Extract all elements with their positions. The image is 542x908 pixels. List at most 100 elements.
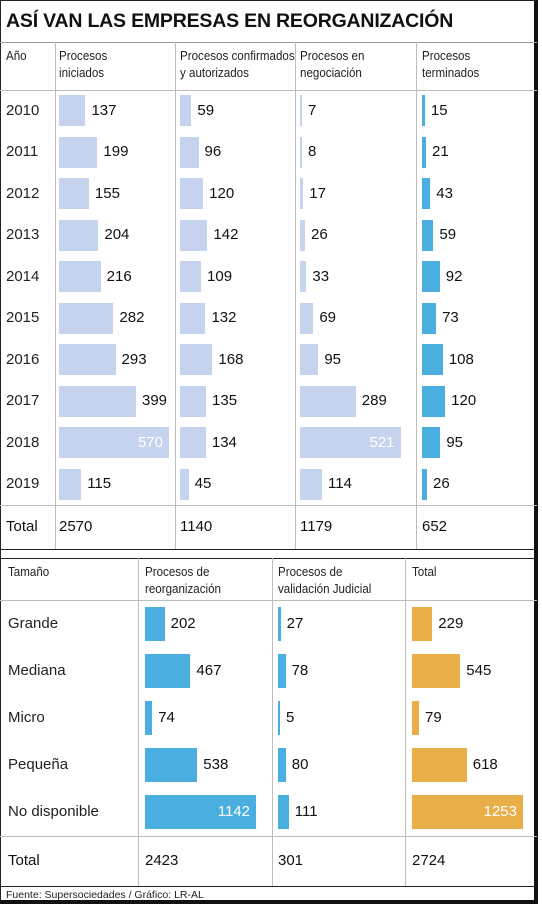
- bar-procesos-de-reorganizacion-grande: [145, 606, 165, 641]
- value-label-procesos-de-reorganizacion-pequena: 538: [203, 756, 229, 774]
- value-label-procesos-terminados-2018: 95: [446, 433, 464, 451]
- bar-procesos-de-validacion-judicial-grande: [278, 606, 281, 641]
- value-label-procesos-confirmados-y-autorizados-2011: 96: [204, 143, 222, 161]
- value-label-procesos-iniciados-2012: 155: [94, 184, 120, 202]
- value-label-procesos-terminados-2011: 21: [432, 143, 449, 161]
- column-header-procesos-en-negociacion: negociación: [300, 66, 362, 80]
- column-divider: [272, 558, 273, 886]
- bar-procesos-iniciados-2015: [59, 302, 114, 334]
- value-label-procesos-en-negociacion-2017: 289: [361, 392, 387, 410]
- column-header-procesos-de-reorganizacion: reorganización: [145, 582, 222, 596]
- bar-procesos-de-reorganizacion-mediana: [145, 653, 191, 688]
- value-label-procesos-de-reorganizacion-no-disponible: 1142: [217, 803, 250, 821]
- total-procesos-de-validacion-judicial: 301: [278, 852, 304, 869]
- bar-procesos-confirmados-y-autorizados-2017: [180, 385, 207, 417]
- row-label-mediana: Mediana: [8, 661, 66, 679]
- column-divider: [175, 42, 176, 549]
- value-label-procesos-confirmados-y-autorizados-2012: 120: [209, 184, 235, 202]
- bar-procesos-en-negociacion-2012: [300, 178, 304, 210]
- column-header-procesos-confirmados-y-autorizados: y autorizados: [180, 66, 249, 80]
- bar-procesos-terminados-2018: [422, 427, 441, 459]
- section-top-rule: [0, 558, 537, 559]
- value-label-procesos-iniciados-2010: 137: [91, 101, 117, 119]
- row-header: Tamaño: [8, 565, 50, 579]
- value-label-procesos-en-negociacion-2016: 95: [324, 350, 342, 368]
- bar-procesos-terminados-2012: [422, 178, 431, 210]
- bar-procesos-en-negociacion-2018: [300, 427, 401, 459]
- column-header-total: Total: [412, 565, 437, 579]
- bar-procesos-terminados-2011: [422, 136, 427, 168]
- total-procesos-iniciados: 2570: [59, 518, 93, 535]
- column-header-procesos-confirmados-y-autorizados: Procesos confirmados: [180, 49, 295, 63]
- total-rule: [0, 836, 537, 837]
- bar-procesos-en-negociacion-2014: [300, 261, 307, 293]
- row-label-2013: 2013: [6, 226, 40, 244]
- section-top-rule: [0, 42, 537, 43]
- row-label-2018: 2018: [6, 433, 40, 451]
- bar-procesos-de-validacion-judicial-pequena: [278, 748, 286, 783]
- value-label-procesos-en-negociacion-2019: 114: [328, 475, 352, 493]
- value-label-procesos-de-validacion-judicial-no-disponible: 111: [294, 803, 318, 821]
- bar-total-no-disponible: [412, 795, 523, 830]
- value-label-total-pequena: 618: [472, 756, 498, 774]
- value-label-procesos-de-validacion-judicial-pequena: 80: [291, 756, 309, 774]
- bar-procesos-en-negociacion-2010: [300, 95, 302, 127]
- value-label-procesos-iniciados-2016: 293: [121, 350, 147, 368]
- row-label-2017: 2017: [6, 392, 40, 410]
- value-label-procesos-de-reorganizacion-micro: 74: [158, 709, 175, 726]
- value-label-procesos-de-reorganizacion-mediana: 467: [196, 661, 222, 679]
- bar-procesos-terminados-2014: [422, 261, 440, 293]
- column-header-procesos-de-reorganizacion: Procesos de: [145, 565, 210, 579]
- bar-procesos-confirmados-y-autorizados-2015: [180, 302, 206, 334]
- row-label-2012: 2012: [6, 184, 40, 202]
- bar-procesos-en-negociacion-2016: [300, 344, 319, 376]
- column-header-procesos-de-validacion-judicial: Procesos de: [278, 565, 343, 579]
- bar-procesos-de-reorganizacion-no-disponible: [145, 795, 256, 830]
- bar-total-pequena: [412, 748, 467, 783]
- column-header-procesos-en-negociacion: Procesos en: [300, 49, 365, 63]
- row-label-no-disponible: No disponible: [8, 803, 99, 821]
- bar-procesos-de-validacion-judicial-micro: [278, 701, 280, 735]
- bar-procesos-iniciados-2019: [59, 468, 82, 500]
- row-label-2010: 2010: [6, 101, 40, 119]
- value-label-procesos-confirmados-y-autorizados-2010: 59: [197, 101, 215, 119]
- row-label-2019: 2019: [6, 475, 40, 493]
- value-label-procesos-en-negociacion-2018: 521: [369, 433, 395, 451]
- bar-procesos-iniciados-2014: [59, 261, 101, 293]
- value-label-procesos-iniciados-2014: 216: [106, 267, 132, 285]
- value-label-procesos-iniciados-2018: 570: [137, 433, 163, 451]
- value-label-procesos-de-reorganizacion-grande: 202: [170, 614, 196, 632]
- bar-procesos-terminados-2016: [422, 344, 443, 376]
- value-label-procesos-confirmados-y-autorizados-2019: 45: [194, 475, 212, 493]
- bar-total-mediana: [412, 653, 461, 688]
- row-label-grande: Grande: [8, 614, 59, 632]
- value-label-procesos-iniciados-2017: 399: [142, 392, 168, 410]
- row-label-2011: 2011: [6, 143, 39, 161]
- column-header-procesos-terminados: Procesos: [422, 49, 471, 63]
- bar-procesos-confirmados-y-autorizados-2014: [180, 261, 202, 293]
- bar-procesos-iniciados-2010: [59, 95, 86, 127]
- value-label-procesos-iniciados-2019: 115: [87, 475, 112, 493]
- bar-procesos-iniciados-2013: [59, 219, 99, 251]
- value-label-procesos-en-negociacion-2013: 26: [311, 226, 328, 244]
- value-label-procesos-confirmados-y-autorizados-2016: 168: [218, 350, 244, 368]
- bar-total-micro: [412, 701, 419, 735]
- total-procesos-en-negociacion: 1179: [300, 518, 333, 535]
- bar-procesos-iniciados-2012: [59, 178, 89, 210]
- bar-procesos-terminados-2019: [422, 468, 428, 500]
- total-row-label: Total: [6, 518, 38, 535]
- value-label-procesos-iniciados-2011: 199: [103, 143, 129, 161]
- value-label-procesos-confirmados-y-autorizados-2013: 142: [213, 226, 239, 244]
- column-divider: [405, 558, 406, 886]
- bar-procesos-terminados-2017: [422, 385, 446, 417]
- column-header-procesos-terminados: terminados: [422, 66, 480, 80]
- bar-procesos-iniciados-2018: [59, 427, 169, 459]
- bar-procesos-confirmados-y-autorizados-2016: [180, 344, 213, 376]
- value-label-procesos-en-negociacion-2012: 17: [309, 184, 326, 202]
- chart-title: ASÍ VAN LAS EMPRESAS EN REORGANIZACIÓN: [6, 10, 454, 32]
- value-label-procesos-terminados-2014: 92: [445, 267, 463, 285]
- total-procesos-de-reorganizacion: 2423: [145, 852, 179, 869]
- bar-procesos-iniciados-2011: [59, 136, 98, 168]
- section-bottom-rule: [0, 886, 537, 887]
- row-label-pequena: Pequeña: [8, 756, 69, 774]
